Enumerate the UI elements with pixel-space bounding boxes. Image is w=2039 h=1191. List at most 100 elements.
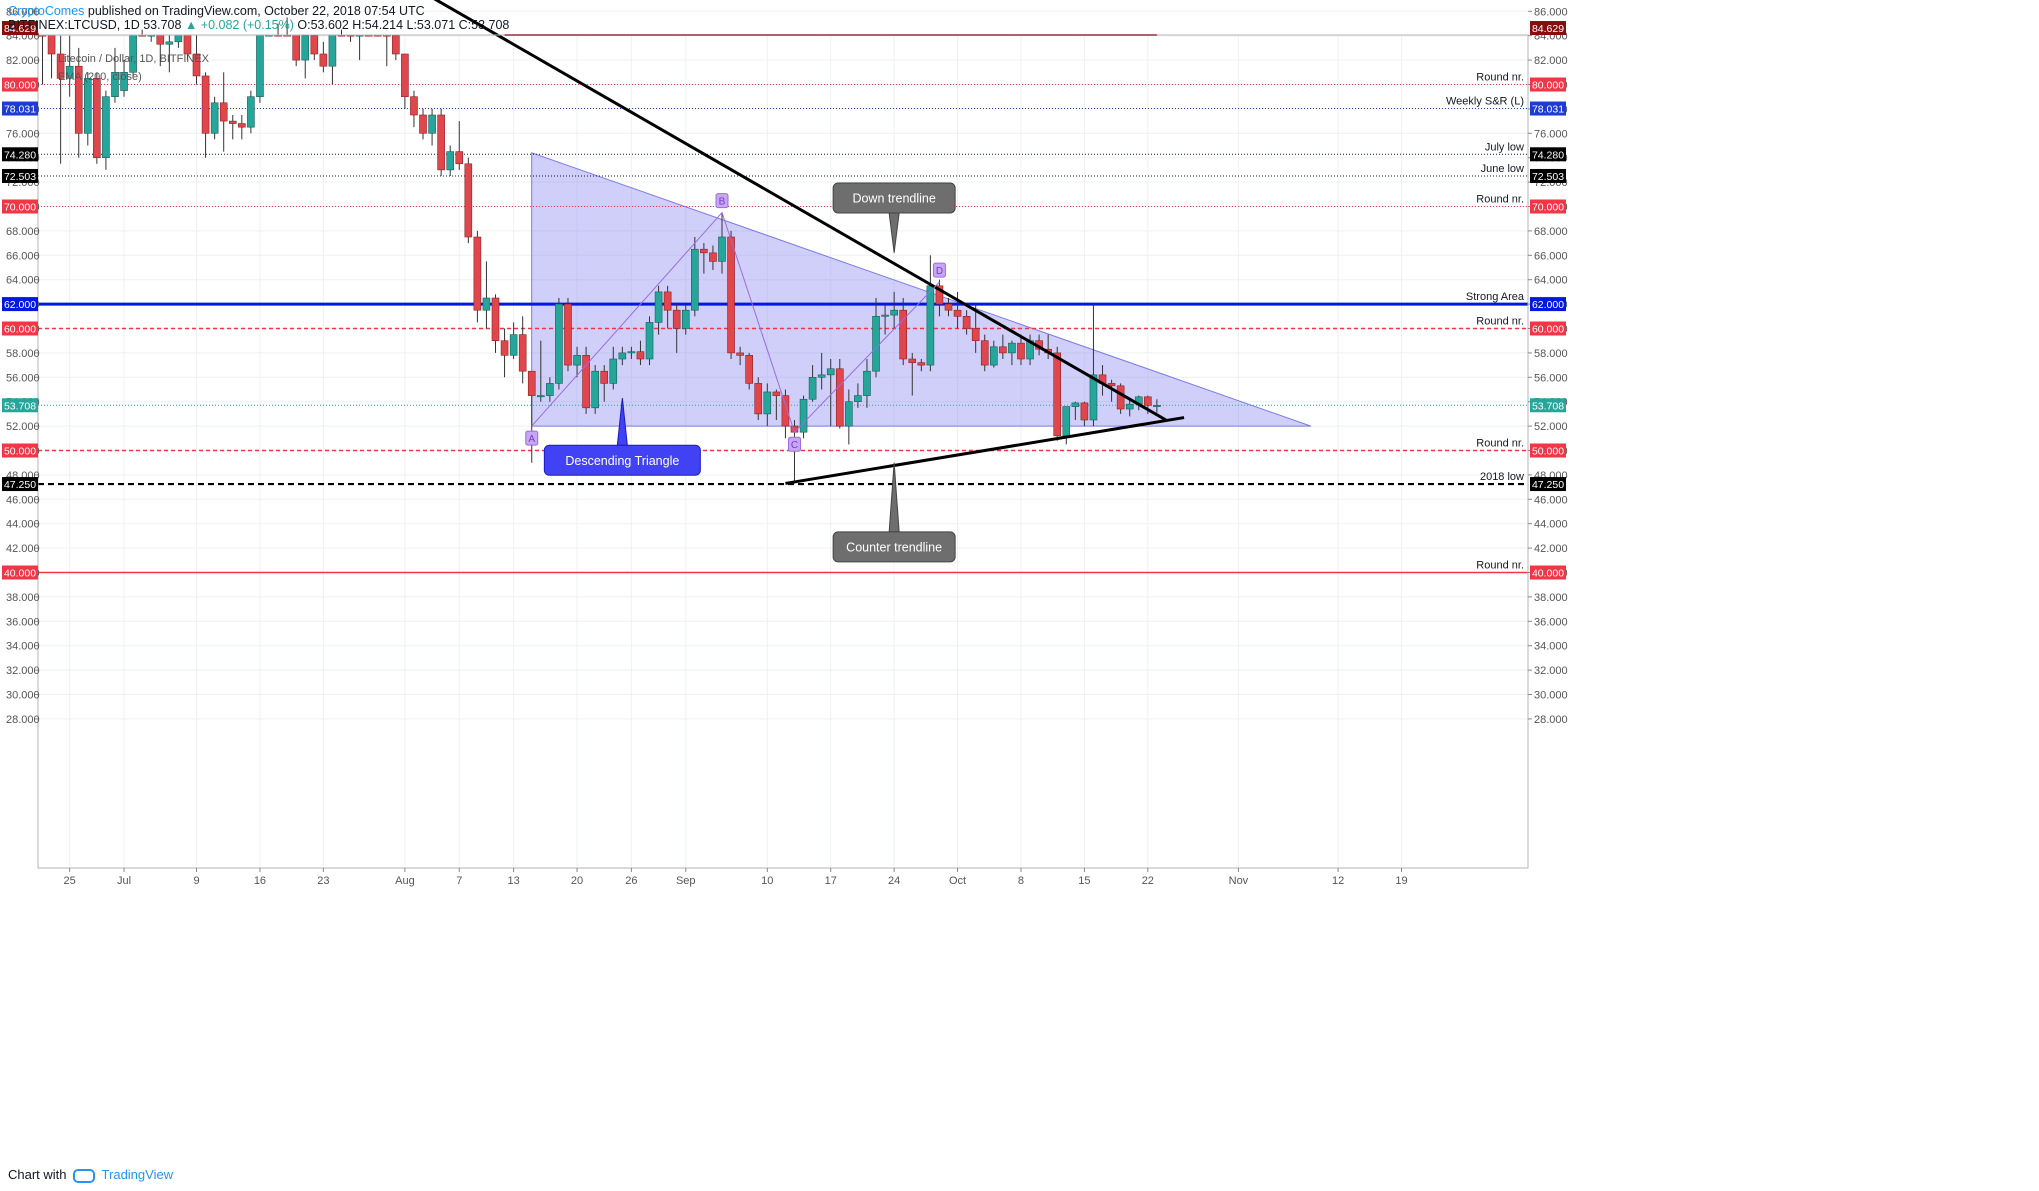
footer-prefix: Chart with: [8, 1167, 67, 1182]
price-box-right: [1530, 77, 1566, 92]
level-annotation: 2018 low: [1480, 471, 1524, 483]
candle-body: [319, 53, 328, 67]
candle-body: [654, 291, 663, 323]
level-annotation: Strong Area: [1466, 291, 1525, 303]
candle-body: [65, 65, 74, 79]
trendlines-layer: [433, 0, 1185, 485]
price-box-left: [2, 565, 38, 580]
footer-brand[interactable]: TradingView: [101, 1167, 174, 1182]
candle: [564, 298, 572, 372]
candle: [854, 383, 862, 408]
candle: [482, 261, 491, 329]
y-tick-label-right: 56.000: [1534, 372, 1568, 384]
candle-body: [446, 151, 455, 171]
price-box-right: [1530, 199, 1566, 214]
candle: [835, 359, 844, 429]
level-annotation: Round nr.: [1476, 560, 1524, 572]
candle: [555, 298, 563, 390]
candle-body: [392, 35, 400, 55]
pattern-point-box: [715, 193, 729, 209]
candle-body: [247, 96, 255, 128]
candle: [727, 230, 735, 359]
y-tick-label-right: 34.000: [1534, 641, 1568, 653]
y-tick-label-left: 68.000: [6, 226, 40, 238]
candle: [527, 370, 536, 463]
callout-text: Counter trendline: [846, 540, 942, 554]
candle-body: [256, 34, 264, 98]
callout-text: Down trendline: [852, 191, 935, 205]
candle-body: [944, 303, 953, 311]
candle: [455, 121, 464, 170]
price-box-right: [1530, 168, 1566, 183]
candle-body: [210, 102, 219, 134]
callout-box: [832, 531, 956, 563]
price-box-label: 74.280: [1532, 149, 1564, 161]
candle-body: [989, 346, 998, 366]
candle-body: [845, 401, 853, 427]
x-tick-label: Oct: [949, 875, 966, 887]
candle-body: [691, 248, 699, 311]
candle-body: [328, 34, 337, 67]
candle-body: [93, 78, 101, 159]
candle: [1080, 401, 1089, 427]
candle: [691, 237, 699, 317]
candle-body: [1125, 403, 1134, 410]
candle-body: [509, 334, 518, 356]
candle-body: [201, 75, 210, 134]
candle-body: [310, 35, 319, 55]
price-box-label: 62.000: [4, 299, 36, 311]
y-tick-label-right: 58.000: [1534, 348, 1568, 360]
candle: [663, 285, 672, 329]
y-tick-label-right: 64.000: [1534, 275, 1568, 287]
price-box-label: 47.250: [4, 479, 36, 491]
author-link[interactable]: CryptoComes: [8, 4, 85, 18]
symbol-name: BITFINEX:LTCUSD, 1D: [8, 18, 140, 32]
x-tick-label: 25: [64, 875, 76, 887]
x-tick-label: Sep: [676, 875, 696, 887]
y-tick-label-left: 86.000: [6, 6, 40, 18]
candle-body: [600, 370, 609, 384]
candle-body: [120, 72, 128, 91]
candle-body: [1071, 402, 1080, 407]
candle-body: [763, 391, 772, 415]
candle: [817, 352, 826, 390]
price-box-label: 60.000: [4, 324, 36, 336]
candle-body: [754, 383, 763, 415]
pattern-point-label: D: [936, 266, 943, 277]
candle-body: [219, 102, 228, 122]
candle-body: [926, 285, 935, 366]
candle: [301, 35, 310, 79]
candle: [989, 340, 998, 368]
price-box-label: 80.000: [4, 80, 36, 92]
y-tick-label-right: 42.000: [1534, 543, 1568, 555]
price-box-left: [2, 398, 38, 413]
level-annotation: Round nr.: [1476, 316, 1524, 328]
candle: [863, 359, 871, 408]
candle: [464, 157, 473, 244]
candle: [1089, 304, 1098, 427]
descending-triangle-layer: [531, 152, 1312, 427]
candle: [84, 72, 92, 146]
last-price: 53.708: [143, 18, 182, 32]
candle-body: [165, 41, 174, 45]
candle: [763, 383, 772, 427]
callout-pointer: [888, 462, 900, 533]
candle-body: [564, 303, 572, 366]
candle: [709, 245, 717, 270]
x-tick-label: 15: [1078, 875, 1090, 887]
candle: [591, 365, 599, 414]
down-trendline: [433, 0, 1167, 422]
candle-body: [527, 370, 536, 396]
abcd-zigzag: [531, 211, 940, 434]
candle: [627, 346, 636, 359]
candle-body: [410, 96, 418, 116]
candle-body: [700, 248, 708, 254]
x-tick-label: 16: [254, 875, 266, 887]
candle: [74, 47, 83, 158]
price-box-label: 40.000: [4, 568, 36, 580]
price-box-left: [2, 297, 38, 312]
candle: [446, 145, 455, 176]
candle: [355, 34, 364, 61]
candle: [219, 72, 228, 152]
candle: [962, 310, 971, 335]
